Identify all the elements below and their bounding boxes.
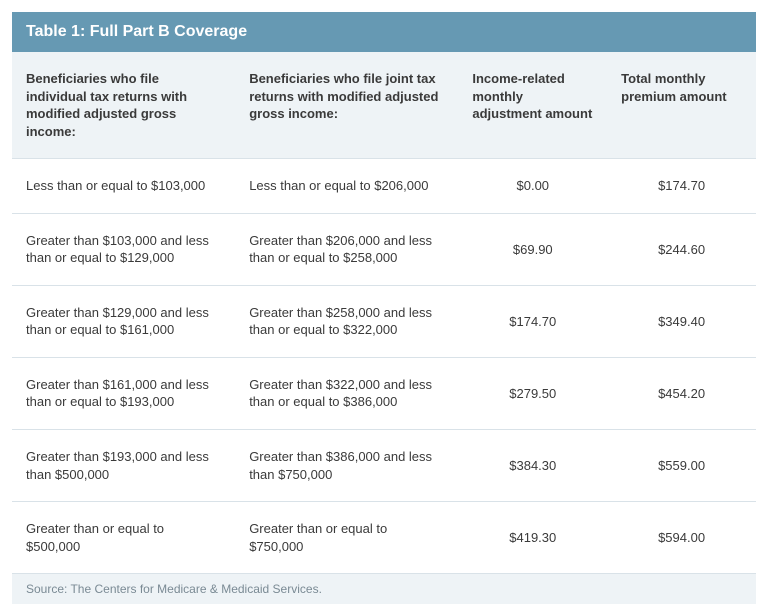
table-row: Greater than or equal to $500,000 Greate…: [12, 502, 756, 574]
cell-total: $349.40: [607, 285, 756, 357]
table-title: Table 1: Full Part B Coverage: [12, 12, 756, 52]
cell-individual: Greater than or equal to $500,000: [12, 502, 235, 574]
col-header-adjustment: Income-related monthly adjustment amount: [458, 52, 607, 159]
cell-individual: Greater than $193,000 and less than $500…: [12, 430, 235, 502]
cell-total: $594.00: [607, 502, 756, 574]
cell-joint: Less than or equal to $206,000: [235, 159, 458, 214]
cell-joint: Greater than $322,000 and less than or e…: [235, 357, 458, 429]
cell-adjustment: $419.30: [458, 502, 607, 574]
table-row: Less than or equal to $103,000 Less than…: [12, 159, 756, 214]
header-row: Beneficiaries who file individual tax re…: [12, 52, 756, 159]
cell-adjustment: $0.00: [458, 159, 607, 214]
table-row: Greater than $129,000 and less than or e…: [12, 285, 756, 357]
cell-total: $454.20: [607, 357, 756, 429]
coverage-table: Table 1: Full Part B Coverage Beneficiar…: [12, 12, 756, 604]
col-header-individual: Beneficiaries who file individual tax re…: [12, 52, 235, 159]
table-row: Greater than $103,000 and less than or e…: [12, 213, 756, 285]
cell-individual: Greater than $129,000 and less than or e…: [12, 285, 235, 357]
cell-total: $559.00: [607, 430, 756, 502]
table-row: Greater than $193,000 and less than $500…: [12, 430, 756, 502]
cell-adjustment: $279.50: [458, 357, 607, 429]
col-header-joint: Beneficiaries who file joint tax returns…: [235, 52, 458, 159]
cell-joint: Greater than $206,000 and less than or e…: [235, 213, 458, 285]
data-table: Beneficiaries who file individual tax re…: [12, 52, 756, 574]
cell-joint: Greater than or equal to $750,000: [235, 502, 458, 574]
cell-total: $244.60: [607, 213, 756, 285]
cell-individual: Greater than $161,000 and less than or e…: [12, 357, 235, 429]
cell-adjustment: $69.90: [458, 213, 607, 285]
cell-total: $174.70: [607, 159, 756, 214]
cell-joint: Greater than $386,000 and less than $750…: [235, 430, 458, 502]
cell-adjustment: $384.30: [458, 430, 607, 502]
cell-adjustment: $174.70: [458, 285, 607, 357]
cell-individual: Less than or equal to $103,000: [12, 159, 235, 214]
table-row: Greater than $161,000 and less than or e…: [12, 357, 756, 429]
cell-individual: Greater than $103,000 and less than or e…: [12, 213, 235, 285]
source-note: Source: The Centers for Medicare & Medic…: [12, 574, 756, 604]
cell-joint: Greater than $258,000 and less than or e…: [235, 285, 458, 357]
col-header-total: Total monthly premium amount: [607, 52, 756, 159]
